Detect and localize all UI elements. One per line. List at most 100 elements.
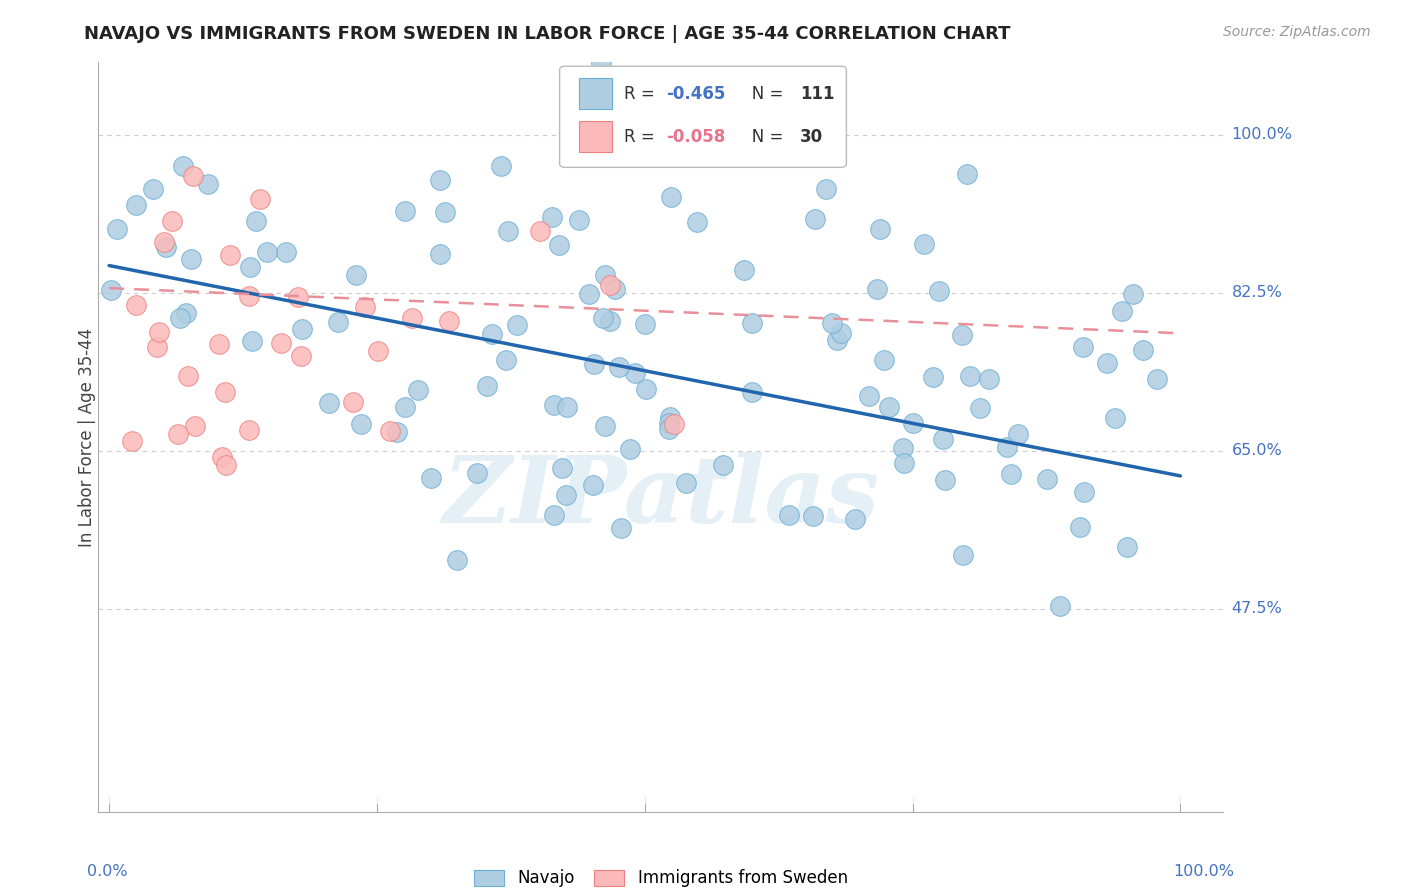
Point [238, 289, 260, 303]
Point [675, 476, 697, 491]
Point [928, 284, 950, 298]
Point [555, 401, 578, 415]
Point [180, 252, 202, 267]
Point [634, 383, 657, 397]
Point [366, 344, 388, 359]
Point [506, 318, 529, 332]
Point [609, 521, 631, 535]
Point [1104, 411, 1126, 425]
Point [142, 182, 165, 196]
Point [160, 214, 183, 228]
Point [593, 418, 616, 433]
Point [420, 471, 443, 485]
Text: N =: N = [737, 85, 789, 103]
Text: 100.0%: 100.0% [1174, 864, 1234, 880]
Point [603, 282, 626, 296]
Point [401, 310, 423, 325]
Point [658, 422, 681, 436]
Point [256, 245, 278, 260]
Legend: Navajo, Immigrants from Sweden: Navajo, Immigrants from Sweden [467, 863, 855, 892]
Point [429, 173, 451, 187]
Point [169, 310, 191, 325]
Point [211, 450, 233, 464]
Point [555, 488, 578, 502]
Point [439, 314, 461, 328]
Point [378, 424, 401, 438]
Point [350, 417, 373, 431]
Point [1000, 467, 1022, 481]
Point [589, 55, 612, 70]
Text: 100.0%: 100.0% [1232, 128, 1292, 142]
Point [844, 512, 866, 526]
Point [548, 237, 571, 252]
Point [166, 427, 188, 442]
Point [866, 282, 889, 296]
Point [952, 548, 974, 562]
Point [658, 417, 681, 431]
Point [249, 193, 271, 207]
Point [568, 213, 591, 227]
Text: 0.0%: 0.0% [87, 864, 128, 880]
Point [658, 409, 681, 424]
Text: N =: N = [737, 128, 789, 145]
Point [659, 190, 682, 204]
Point [172, 159, 194, 173]
Text: Source: ZipAtlas.com: Source: ZipAtlas.com [1223, 25, 1371, 39]
Point [394, 400, 416, 414]
Point [741, 384, 763, 399]
Point [1036, 472, 1059, 486]
Text: R =: R = [624, 85, 659, 103]
Text: ZIPatlas: ZIPatlas [443, 452, 879, 542]
Point [197, 177, 219, 191]
Point [624, 366, 647, 380]
Point [959, 368, 981, 383]
Point [1122, 286, 1144, 301]
Point [550, 461, 572, 475]
Point [801, 508, 824, 523]
Point [995, 440, 1018, 454]
Y-axis label: In Labor Force | Age 35-44: In Labor Force | Age 35-44 [79, 327, 96, 547]
Point [977, 372, 1000, 386]
Point [858, 389, 880, 403]
Text: 65.0%: 65.0% [1232, 443, 1282, 458]
Point [592, 311, 614, 326]
Point [125, 198, 148, 212]
Point [495, 352, 517, 367]
Point [814, 182, 837, 196]
Point [270, 336, 292, 351]
Point [406, 384, 429, 398]
Point [825, 333, 848, 347]
Point [529, 224, 551, 238]
Point [607, 360, 630, 375]
Point [218, 248, 240, 262]
Point [599, 314, 621, 328]
Point [633, 318, 655, 332]
Point [239, 260, 262, 274]
Point [540, 211, 562, 225]
Point [489, 160, 512, 174]
Point [429, 247, 451, 261]
Text: -0.058: -0.058 [666, 128, 725, 145]
Point [354, 300, 377, 314]
Point [804, 211, 827, 226]
Point [921, 370, 943, 384]
Point [121, 434, 143, 448]
Point [481, 327, 503, 342]
Point [105, 222, 128, 236]
Point [877, 400, 900, 414]
Point [599, 278, 621, 293]
Point [901, 416, 924, 430]
Point [830, 326, 852, 340]
Point [1071, 340, 1094, 354]
Point [148, 326, 170, 340]
Point [465, 466, 488, 480]
Point [100, 283, 122, 297]
Point [711, 458, 734, 472]
Point [1116, 541, 1139, 555]
Point [155, 240, 177, 254]
Point [583, 357, 606, 371]
Point [662, 417, 685, 431]
Text: 30: 30 [800, 128, 824, 145]
Point [873, 352, 896, 367]
Point [821, 316, 844, 330]
